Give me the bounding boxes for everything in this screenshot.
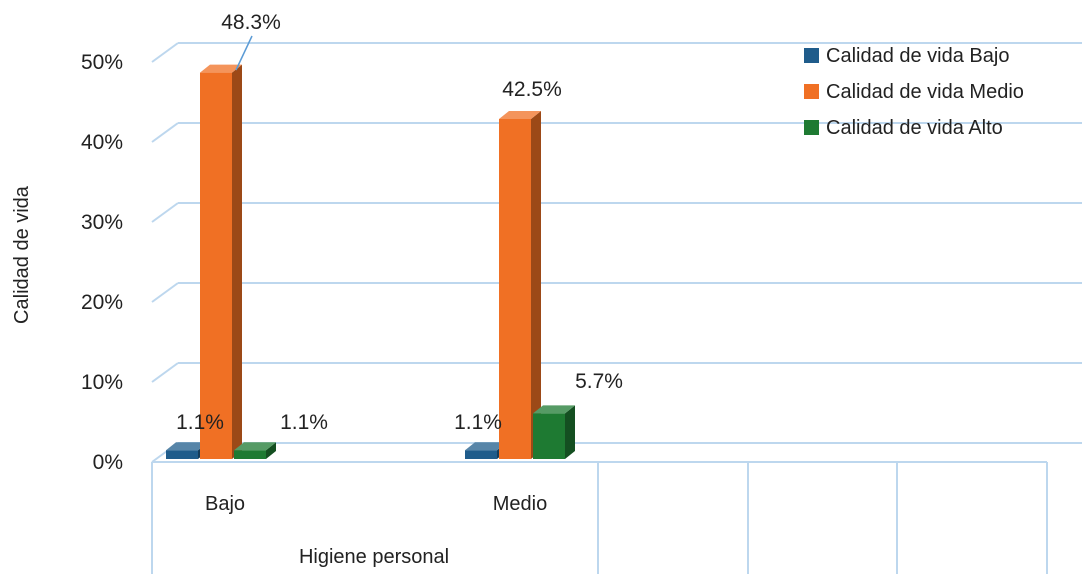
y-tick-label: 10% <box>81 371 123 394</box>
legend-label: Calidad de vida Bajo <box>826 45 1009 67</box>
legend-label: Calidad de vida Alto <box>826 117 1003 139</box>
legend-swatch <box>804 48 819 63</box>
bar-top <box>533 405 575 414</box>
y-tick-label: 20% <box>81 291 123 314</box>
gridline-depth <box>151 122 179 143</box>
bars <box>166 64 575 459</box>
legend: Calidad de vida Bajo Calidad de vida Medi… <box>804 45 1024 139</box>
data-label: 1.1% <box>454 411 502 434</box>
data-label: 1.1% <box>280 411 328 434</box>
leader-line <box>235 35 253 71</box>
bar-calidad-de-vida-alto-bajo <box>234 442 276 459</box>
bar-side <box>565 405 575 459</box>
data-label: 42.5% <box>502 78 562 101</box>
bar-top <box>234 442 276 451</box>
bar-calidad-de-vida-medio-bajo <box>200 64 242 459</box>
bar-calidad-de-vida-alto-medio <box>533 405 575 459</box>
bar-front <box>465 450 497 459</box>
bar-calidad-de-vida-medio-medio <box>499 111 541 459</box>
y-tick-label: 0% <box>93 451 123 474</box>
bar-front <box>499 119 531 459</box>
bar-front <box>234 450 266 459</box>
legend-label: Calidad de vida Medio <box>826 81 1024 103</box>
category-table <box>151 461 1048 574</box>
bar-top <box>465 442 507 451</box>
y-axis-title: Calidad de vida <box>11 185 33 324</box>
legend-item: Calidad de vida Alto <box>804 117 1003 139</box>
y-axis-ticks: 0% 10% 20% 30% 40% 50% <box>81 51 123 474</box>
data-labels: 1.1% 48.3% 1.1% 1.1% 42.5% 5.7% <box>176 11 623 434</box>
legend-item: Calidad de vida Bajo <box>804 45 1009 67</box>
y-tick-label: 30% <box>81 211 123 234</box>
legend-swatch <box>804 120 819 135</box>
data-label: 1.1% <box>176 411 224 434</box>
category-label-medio: Medio <box>493 493 547 515</box>
gridline-depth <box>151 282 179 303</box>
bar-top <box>166 442 208 451</box>
gridlines <box>151 42 1082 463</box>
bar-side <box>531 111 541 459</box>
bar-top <box>499 111 541 119</box>
bar-side <box>232 64 242 459</box>
gridline-depth <box>151 202 179 223</box>
bar-front <box>533 413 565 459</box>
bar-top <box>200 64 242 73</box>
category-label-bajo: Bajo <box>205 493 245 515</box>
y-tick-label: 40% <box>81 131 123 154</box>
data-label: 48.3% <box>221 11 281 34</box>
bar-side <box>266 442 276 459</box>
data-label: 5.7% <box>575 370 623 393</box>
bar-front <box>200 72 232 459</box>
x-axis-categories: Bajo Medio <box>205 493 547 515</box>
x-axis-title: Higiene personal <box>299 546 449 568</box>
gridline-depth <box>151 362 179 383</box>
bar-front <box>166 450 198 459</box>
legend-item: Calidad de vida Medio <box>804 81 1024 103</box>
gridline-depth <box>151 42 179 63</box>
legend-swatch <box>804 84 819 99</box>
y-tick-label: 50% <box>81 51 123 74</box>
